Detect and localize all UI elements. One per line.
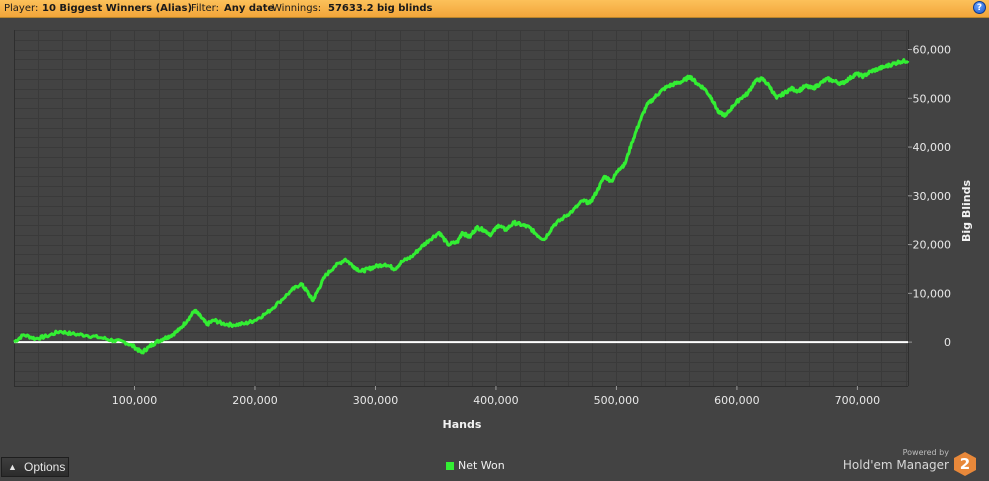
series-line-net-won [13, 58, 910, 355]
x-tick-label: 500,000 [594, 394, 640, 407]
y-tick-label: 30,000 [913, 190, 952, 203]
y-tick-label: 40,000 [913, 141, 952, 154]
chevron-up-icon: ▲ [8, 462, 17, 472]
player-label: Player: [4, 3, 39, 14]
legend-swatch-net-won [446, 462, 454, 470]
y-tick-label: 0 [944, 336, 951, 349]
filter-label: Filter: [191, 3, 219, 14]
y-tick-label: 10,000 [913, 287, 952, 300]
y-tick-label: 20,000 [913, 239, 952, 252]
chart-grid [14, 30, 909, 387]
powered-by-text: Powered by [902, 448, 949, 457]
help-icon[interactable]: ? [973, 1, 986, 14]
y-tick-label: 60,000 [913, 44, 952, 57]
options-label: Options [24, 460, 66, 474]
x-tick-label: 600,000 [714, 394, 760, 407]
filter-value: Any date [224, 3, 275, 14]
y-tick-label: 50,000 [913, 92, 952, 105]
winnings-label: Winnings: [272, 3, 322, 14]
y-axis-title: Big Blinds [960, 180, 973, 242]
x-tick-label: 400,000 [473, 394, 519, 407]
chart-legend: Net Won [446, 459, 505, 473]
header-bar: Player: 10 Biggest Winners (Alias) Filte… [0, 0, 989, 18]
x-axis-title: Hands [443, 418, 482, 431]
legend-label-net-won: Net Won [458, 459, 505, 472]
options-button[interactable]: ▲ Options [1, 457, 69, 477]
hm2-logo-icon: 2 [954, 452, 976, 476]
x-tick-label: 200,000 [232, 394, 278, 407]
winnings-value: 57633.2 big blinds [328, 3, 433, 14]
holdem-manager-brand: Powered by Hold'em Manager 2 [843, 448, 982, 478]
x-tick-label: 700,000 [835, 394, 881, 407]
brand-name: Hold'em Manager [842, 458, 949, 472]
x-tick-label: 100,000 [112, 394, 158, 407]
chart-series-layer [13, 58, 910, 355]
player-value: 10 Biggest Winners (Alias) [42, 3, 193, 14]
x-tick-label: 300,000 [353, 394, 399, 407]
chart-axes: 0 10,000 20,000 30,000 40,000 50,000 60,000 100… [112, 44, 973, 431]
